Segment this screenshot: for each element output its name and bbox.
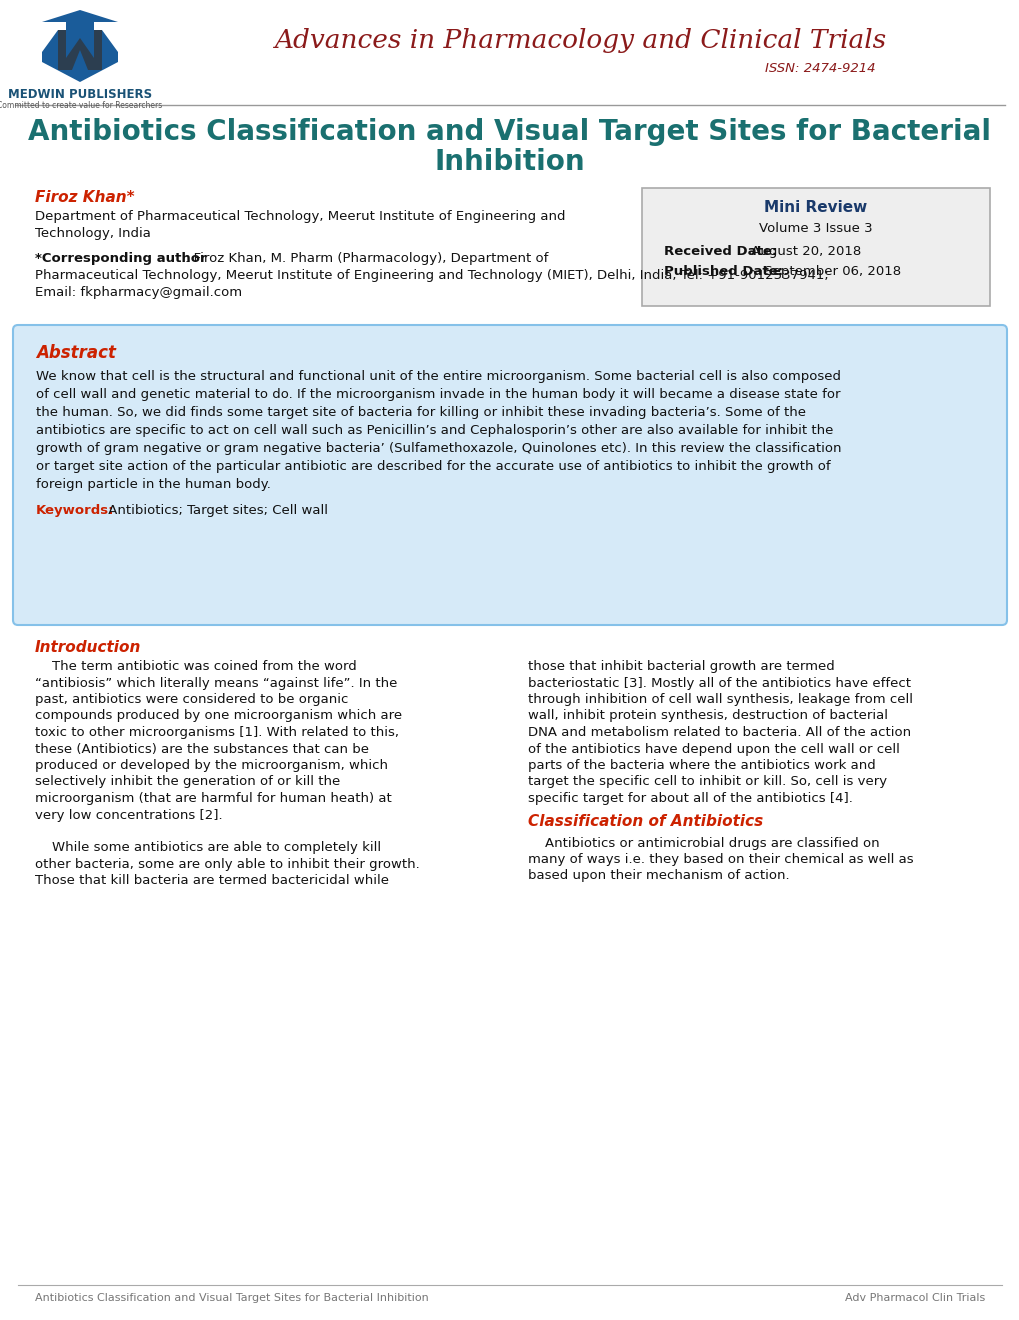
Text: Department of Pharmaceutical Technology, Meerut Institute of Engineering and: Department of Pharmaceutical Technology,… — [35, 210, 565, 223]
Text: toxic to other microorganisms [1]. With related to this,: toxic to other microorganisms [1]. With … — [35, 726, 398, 739]
Text: those that inhibit bacterial growth are termed: those that inhibit bacterial growth are … — [528, 660, 834, 673]
Text: microorganism (that are harmful for human heath) at: microorganism (that are harmful for huma… — [35, 792, 391, 805]
Text: Technology, India: Technology, India — [35, 227, 151, 240]
Text: growth of gram negative or gram negative bacteria’ (Sulfamethoxazole, Quinolones: growth of gram negative or gram negative… — [36, 442, 841, 455]
Text: target the specific cell to inhibit or kill. So, cell is very: target the specific cell to inhibit or k… — [528, 776, 887, 788]
Text: MEDWIN PUBLISHERS: MEDWIN PUBLISHERS — [8, 88, 152, 102]
Text: Volume 3 Issue 3: Volume 3 Issue 3 — [758, 222, 872, 235]
Text: Advances in Pharmacology and Clinical Trials: Advances in Pharmacology and Clinical Tr… — [274, 28, 886, 53]
Text: selectively inhibit the generation of or kill the: selectively inhibit the generation of or… — [35, 776, 340, 788]
Text: Keywords:: Keywords: — [36, 504, 114, 517]
Text: Inhibition: Inhibition — [434, 148, 585, 176]
FancyBboxPatch shape — [641, 187, 989, 306]
Text: Firoz Khan*: Firoz Khan* — [35, 190, 135, 205]
Text: Email: fkpharmacy@gmail.com: Email: fkpharmacy@gmail.com — [35, 286, 242, 300]
Text: Introduction: Introduction — [35, 640, 142, 655]
FancyBboxPatch shape — [13, 325, 1006, 624]
Text: past, antibiotics were considered to be organic: past, antibiotics were considered to be … — [35, 693, 348, 706]
Text: Adv Pharmacol Clin Trials: Adv Pharmacol Clin Trials — [844, 1294, 984, 1303]
Text: these (Antibiotics) are the substances that can be: these (Antibiotics) are the substances t… — [35, 742, 369, 755]
Text: September 06, 2018: September 06, 2018 — [759, 265, 900, 279]
Text: Those that kill bacteria are termed bactericidal while: Those that kill bacteria are termed bact… — [35, 874, 388, 887]
Text: produced or developed by the microorganism, which: produced or developed by the microorgani… — [35, 759, 387, 772]
Polygon shape — [58, 30, 102, 70]
Text: The term antibiotic was coined from the word: The term antibiotic was coined from the … — [35, 660, 357, 673]
Text: “antibiosis” which literally means “against life”. In the: “antibiosis” which literally means “agai… — [35, 676, 397, 689]
Text: *Corresponding author: *Corresponding author — [35, 252, 207, 265]
Text: wall, inhibit protein synthesis, destruction of bacterial: wall, inhibit protein synthesis, destruc… — [528, 710, 888, 722]
Text: based upon their mechanism of action.: based upon their mechanism of action. — [528, 870, 789, 883]
Text: through inhibition of cell wall synthesis, leakage from cell: through inhibition of cell wall synthesi… — [528, 693, 912, 706]
Text: antibiotics are specific to act on cell wall such as Penicillin’s and Cephalospo: antibiotics are specific to act on cell … — [36, 424, 833, 437]
Text: Abstract: Abstract — [36, 345, 116, 362]
Text: the human. So, we did finds some target site of bacteria for killing or inhibit : the human. So, we did finds some target … — [36, 407, 805, 418]
Text: of cell wall and genetic material to do. If the microorganism invade in the huma: of cell wall and genetic material to do.… — [36, 388, 840, 401]
Polygon shape — [94, 22, 118, 51]
Text: Antibiotics Classification and Visual Target Sites for Bacterial: Antibiotics Classification and Visual Ta… — [29, 117, 990, 147]
Text: Published Date:: Published Date: — [663, 265, 783, 279]
Text: very low concentrations [2].: very low concentrations [2]. — [35, 808, 222, 821]
Text: We know that cell is the structural and functional unit of the entire microorgan: We know that cell is the structural and … — [36, 370, 841, 383]
Text: Pharmaceutical Technology, Meerut Institute of Engineering and Technology (MIET): Pharmaceutical Technology, Meerut Instit… — [35, 269, 828, 282]
Text: of the antibiotics have depend upon the cell wall or cell: of the antibiotics have depend upon the … — [528, 742, 899, 755]
Text: Antibiotics; Target sites; Cell wall: Antibiotics; Target sites; Cell wall — [104, 504, 328, 517]
Text: Mini Review: Mini Review — [763, 201, 867, 215]
Text: Committed to create value for Researchers: Committed to create value for Researcher… — [0, 102, 162, 110]
Text: other bacteria, some are only able to inhibit their growth.: other bacteria, some are only able to in… — [35, 858, 420, 871]
Text: : Firoz Khan, M. Pharm (Pharmacology), Department of: : Firoz Khan, M. Pharm (Pharmacology), D… — [184, 252, 548, 265]
Text: ISSN: 2474-9214: ISSN: 2474-9214 — [764, 62, 874, 75]
Text: bacteriostatic [3]. Mostly all of the antibiotics have effect: bacteriostatic [3]. Mostly all of the an… — [528, 676, 910, 689]
Text: specific target for about all of the antibiotics [4].: specific target for about all of the ant… — [528, 792, 852, 805]
Text: DNA and metabolism related to bacteria. All of the action: DNA and metabolism related to bacteria. … — [528, 726, 910, 739]
Text: or target site action of the particular antibiotic are described for the accurat: or target site action of the particular … — [36, 459, 829, 473]
Text: many of ways i.e. they based on their chemical as well as: many of ways i.e. they based on their ch… — [528, 853, 913, 866]
Text: Antibiotics Classification and Visual Target Sites for Bacterial Inhibition: Antibiotics Classification and Visual Ta… — [35, 1294, 428, 1303]
Text: While some antibiotics are able to completely kill: While some antibiotics are able to compl… — [35, 842, 381, 854]
Polygon shape — [42, 11, 118, 82]
Text: compounds produced by one microorganism which are: compounds produced by one microorganism … — [35, 710, 401, 722]
Text: foreign particle in the human body.: foreign particle in the human body. — [36, 478, 271, 491]
Polygon shape — [42, 22, 66, 51]
Text: parts of the bacteria where the antibiotics work and: parts of the bacteria where the antibiot… — [528, 759, 875, 772]
Text: Antibiotics or antimicrobial drugs are classified on: Antibiotics or antimicrobial drugs are c… — [528, 837, 878, 850]
Text: Received Date:: Received Date: — [663, 246, 776, 257]
Text: August 20, 2018: August 20, 2018 — [746, 246, 860, 257]
Text: Classification of Antibiotics: Classification of Antibiotics — [528, 814, 762, 829]
